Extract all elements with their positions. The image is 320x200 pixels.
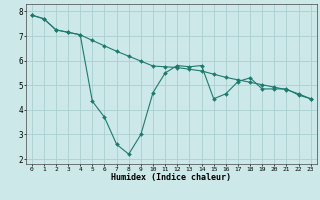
X-axis label: Humidex (Indice chaleur): Humidex (Indice chaleur) <box>111 173 231 182</box>
